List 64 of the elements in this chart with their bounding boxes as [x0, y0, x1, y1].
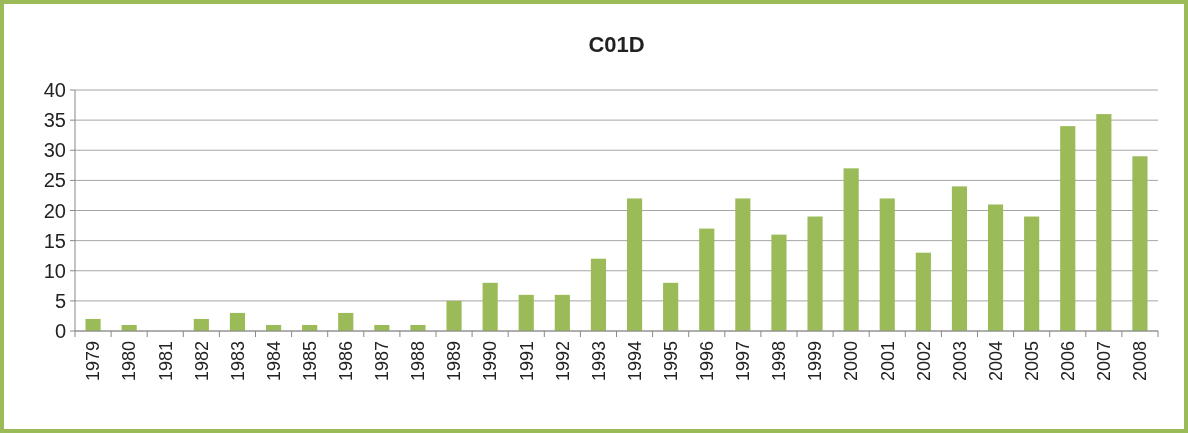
- chart-title: C01D: [588, 32, 645, 57]
- y-tick-label: 25: [43, 169, 66, 192]
- bar: [626, 198, 643, 331]
- x-tick-label: 1992: [552, 341, 573, 382]
- bar: [446, 300, 462, 331]
- x-tick-label: 1998: [769, 341, 790, 382]
- bar: [915, 252, 931, 331]
- bar: [663, 282, 679, 331]
- bar: [1096, 114, 1112, 331]
- x-tick-label: 1987: [372, 341, 393, 382]
- bar: [771, 234, 787, 331]
- x-tick-label: 2004: [985, 341, 1006, 382]
- x-tick-label: 2007: [1094, 341, 1115, 382]
- x-tick-label: 1986: [336, 341, 357, 382]
- y-tick-label: 10: [43, 259, 66, 282]
- y-tick-label: 35: [43, 109, 66, 132]
- x-tick-label: 2001: [877, 341, 898, 382]
- bar: [735, 198, 751, 331]
- x-tick-label: 1993: [588, 341, 609, 382]
- y-tick-label: 20: [43, 199, 66, 222]
- bar: [951, 186, 968, 331]
- x-tick-label: 2006: [1058, 341, 1079, 382]
- bar: [85, 318, 101, 331]
- bar: [338, 312, 354, 331]
- y-tick-label: 5: [54, 289, 66, 312]
- bar: [843, 168, 859, 331]
- x-tick-label: 1999: [805, 341, 826, 382]
- bar: [699, 228, 715, 331]
- x-tick-label: 1997: [733, 341, 754, 382]
- x-tick-label: 1989: [444, 341, 465, 382]
- x-tick-label: 2003: [949, 341, 970, 382]
- x-tick-label: 1996: [697, 341, 718, 382]
- x-tick-label: 1990: [480, 341, 501, 382]
- x-tick-label: 1985: [299, 341, 320, 382]
- bar: [1024, 216, 1040, 331]
- x-tick-label: 1995: [660, 341, 681, 382]
- x-tick-label: 1984: [263, 341, 284, 382]
- x-tick-label: 1983: [227, 341, 248, 382]
- bar: [879, 198, 895, 331]
- x-tick-label: 2008: [1130, 341, 1151, 382]
- bar: [987, 204, 1004, 331]
- y-tick-label: 0: [54, 320, 66, 342]
- x-tick-label: 1994: [624, 341, 645, 382]
- x-tick-label: 2005: [1021, 341, 1042, 382]
- y-tick-label: 15: [43, 229, 66, 252]
- x-tick-label: 1991: [516, 341, 537, 382]
- x-tick-label: 2002: [913, 341, 934, 382]
- bar: [518, 294, 534, 331]
- bar: [554, 294, 570, 331]
- bar: [1060, 126, 1076, 331]
- x-tick-label: 1979: [83, 341, 104, 382]
- y-tick-label: 30: [43, 139, 66, 162]
- bar: [1132, 156, 1148, 331]
- y-tick-label: 40: [43, 79, 66, 101]
- x-tick-label: 1988: [408, 341, 429, 382]
- x-tick-label: 1981: [155, 341, 176, 382]
- x-tick-label: 1980: [119, 341, 140, 382]
- bar: [229, 312, 246, 331]
- bar: [193, 318, 209, 331]
- bar: [482, 282, 498, 331]
- x-tick-label: 1982: [191, 341, 212, 382]
- x-tick-label: 2000: [841, 341, 862, 382]
- bar: [590, 258, 607, 331]
- bar: [807, 216, 823, 331]
